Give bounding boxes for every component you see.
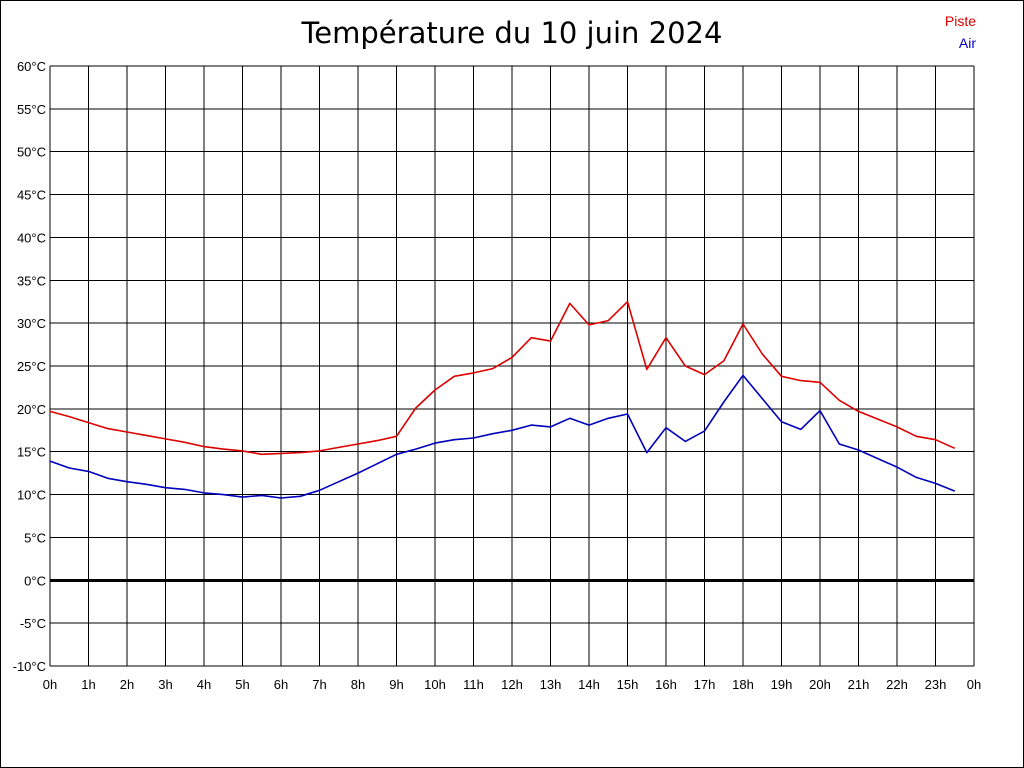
series-line-piste [49,300,956,456]
x-tick-label: 20h [809,677,831,692]
x-tick-label: 0h [967,677,981,692]
x-axis-ticks: 0h 1h 2h 3h 4h 5h 6h 7h 8h 9h 10h 11h 12h 13h 14h 15h 16… [43,677,981,692]
legend-entry-piste: Piste [944,13,976,29]
y-tick-label: -5°C [20,616,46,631]
y-tick-label: 35°C [17,273,46,288]
x-tick-label: 22h [886,677,908,692]
y-tick-label: 20°C [17,402,46,417]
y-tick-label: 40°C [17,230,46,245]
y-tick-label: 60°C [17,59,46,74]
y-tick-label: 45°C [17,188,46,203]
x-tick-label: 2h [120,677,134,692]
y-tick-label: -10°C [13,659,46,674]
x-tick-label: 7h [312,677,326,692]
y-tick-label: 30°C [17,316,46,331]
y-axis-ticks: 60°C 55°C 50°C 45°C 40°C 35°C 30°C 25°C 20°C 15°C… [13,59,46,674]
x-tick-label: 10h [424,677,446,692]
y-tick-label: 15°C [17,445,46,460]
y-tick-label: 25°C [17,359,46,374]
y-tick-label: 50°C [17,145,46,160]
series-line-air [49,374,956,499]
x-tick-label: 13h [540,677,562,692]
x-tick-label: 23h [925,677,947,692]
chart-title: Température du 10 juin 2024 [301,16,723,50]
x-tick-label: 18h [732,677,754,692]
legend-entry-air: Air [958,35,976,51]
x-tick-label: 11h [463,677,484,692]
x-tick-label: 9h [389,677,403,692]
x-tick-label: 21h [848,677,870,692]
x-tick-label: 4h [197,677,211,692]
x-tick-label: 8h [351,677,365,692]
x-tick-label: 1h [81,677,95,692]
x-tick-label: 6h [274,677,288,692]
y-tick-label: 0°C [24,573,46,588]
x-tick-label: 5h [235,677,249,692]
x-tick-label: 14h [578,677,600,692]
x-tick-label: 12h [501,677,523,692]
chart-series [49,300,956,499]
x-tick-label: 3h [158,677,172,692]
x-tick-label: 0h [43,677,57,692]
y-tick-label: 5°C [24,530,46,545]
x-tick-label: 16h [655,677,677,692]
y-tick-label: 10°C [17,488,46,503]
y-tick-label: 55°C [17,102,46,117]
x-tick-label: 15h [617,677,639,692]
chart-grid [49,65,975,667]
x-tick-label: 19h [771,677,793,692]
x-tick-label: 17h [694,677,716,692]
